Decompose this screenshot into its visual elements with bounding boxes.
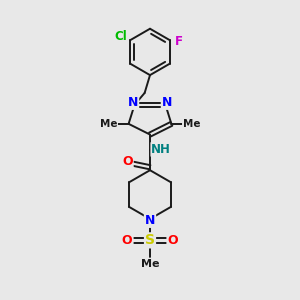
Text: N: N [128,96,138,109]
Text: F: F [174,35,182,48]
Text: Me: Me [183,119,200,129]
Text: O: O [122,234,132,247]
Text: S: S [145,233,155,248]
Text: NH: NH [152,143,171,156]
Text: Me: Me [100,119,117,129]
Text: O: O [168,234,178,247]
Text: N: N [162,96,172,109]
Text: N: N [145,214,155,227]
Text: O: O [122,155,133,168]
Text: Cl: Cl [114,30,127,43]
Text: Me: Me [141,259,159,269]
